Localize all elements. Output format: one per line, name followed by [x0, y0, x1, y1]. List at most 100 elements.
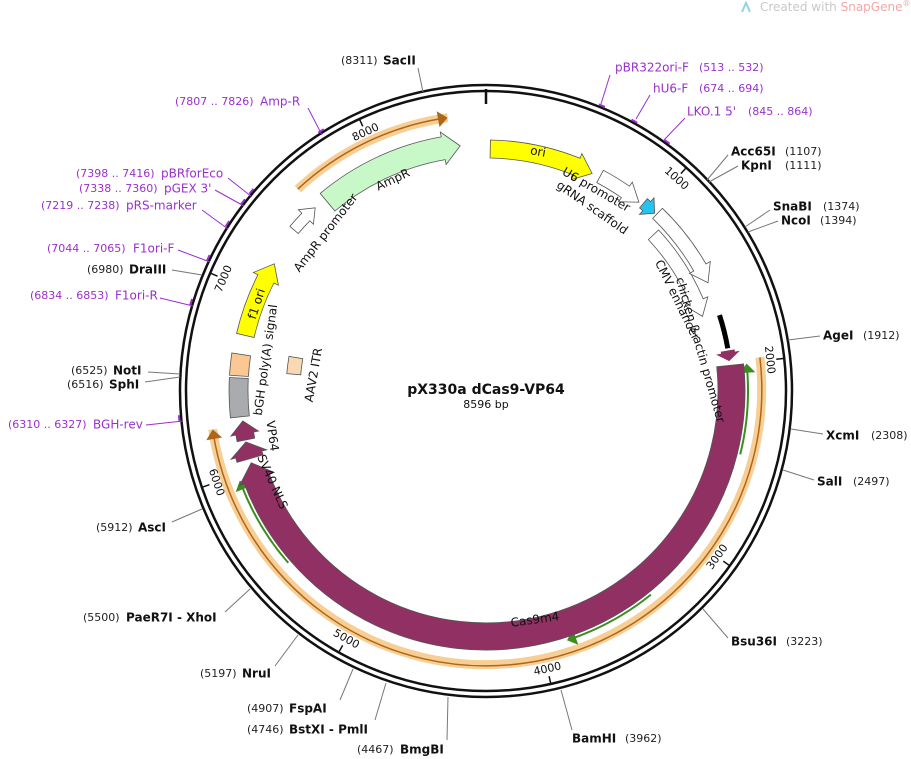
site-position: (3223) [786, 635, 823, 648]
site-name: AgeI [823, 329, 853, 343]
site-leader [147, 371, 181, 375]
site-leader [744, 209, 771, 228]
site-leader [790, 428, 824, 435]
primer-site [248, 188, 255, 195]
feature [319, 131, 461, 212]
site-name: SnaBI [773, 200, 812, 214]
site-name: BmgBI [400, 743, 444, 757]
bgh-cap [229, 352, 252, 377]
site-position: (1111) [785, 159, 822, 172]
tick-mark [548, 675, 552, 685]
site-leader [708, 165, 739, 183]
primer-range: (7338 .. 7360) [79, 182, 158, 195]
watermark: Created with SnapGene® [760, 0, 910, 14]
primer-leader [159, 297, 194, 307]
site-name: NotI [113, 364, 142, 378]
site-leader [782, 469, 815, 481]
site-name: NruI [242, 667, 271, 681]
primer-arrow [241, 486, 290, 564]
feature [286, 355, 304, 376]
feature-label: ori [529, 143, 547, 159]
site-position: (1394) [820, 214, 857, 227]
primer-name: BGH-rev [93, 418, 143, 432]
feature [489, 139, 593, 181]
tick-mark [209, 272, 218, 277]
site-leader [560, 689, 573, 731]
watermark-mark: ® [902, 0, 910, 8]
primer-name: F1ori-F [133, 242, 174, 256]
feature [638, 196, 656, 215]
primer-range: (6310 .. 6327) [8, 418, 87, 431]
primer-site [189, 298, 194, 306]
primer-leader [663, 117, 686, 141]
primer-site [663, 139, 671, 145]
site-position: (4467) [357, 743, 394, 756]
primer-name: pBRforEco [161, 167, 223, 181]
tick-mark [358, 118, 364, 127]
tick-mark [201, 484, 210, 488]
site-leader [224, 588, 251, 613]
feature-label: Cas9m4 [510, 609, 560, 630]
feature [652, 207, 711, 284]
site-position: (5197) [200, 667, 237, 680]
site-name: KpnI [741, 159, 772, 173]
primer-leader [227, 177, 253, 198]
primer-name: pRS-marker [126, 199, 197, 213]
watermark-prefix: Created with [760, 0, 837, 14]
primer-site [631, 118, 638, 124]
tick-mark [722, 560, 731, 567]
site-position: (1912) [863, 329, 900, 342]
primer-leader [201, 209, 229, 230]
site-name: Acc65I [731, 145, 776, 159]
primer-range: (7044 .. 7065) [47, 242, 126, 255]
primer-range: (7219 .. 7238) [41, 199, 120, 212]
feature [228, 377, 250, 419]
site-name: SphI [109, 378, 139, 392]
tick-mark [776, 357, 785, 361]
highlight-line [213, 357, 763, 667]
primer-leader [214, 189, 245, 207]
site-leader [171, 508, 203, 523]
primer-range: (674 .. 694) [699, 82, 764, 95]
tick-mark [680, 167, 687, 175]
tick-label: 4000 [532, 659, 562, 678]
site-leader [374, 682, 387, 721]
primer-site [598, 103, 606, 108]
primer-site [240, 198, 246, 206]
primer-range: (7807 .. 7826) [175, 95, 254, 108]
site-position: (5500) [83, 611, 120, 624]
primer-site [205, 254, 211, 262]
feature [647, 229, 709, 318]
primer-range: (7398 .. 7416) [76, 167, 155, 180]
primer-range: (845 .. 864) [748, 105, 813, 118]
site-position: (2497) [853, 475, 890, 488]
primer-leader [307, 107, 323, 136]
primer-site [224, 220, 231, 227]
feature [289, 207, 316, 235]
highlight-head [436, 111, 448, 128]
site-position: (4746) [247, 723, 284, 736]
feature-label: VP64 [263, 420, 281, 452]
primer-site [177, 415, 181, 422]
primer-name: hU6-F [653, 82, 688, 96]
site-name: DraIII [129, 263, 166, 277]
site-name: BamHI [572, 732, 616, 746]
primer-arrow [573, 593, 652, 639]
site-leader [339, 668, 354, 701]
site-name: SalI [817, 475, 842, 489]
primer-arrow [739, 370, 749, 455]
primer-arrow-head [567, 629, 579, 645]
primer-range: (513 .. 532) [699, 61, 764, 74]
site-position: (6980) [87, 263, 124, 276]
primer-range: (6834 .. 6853) [30, 289, 109, 302]
cas9-tip [716, 349, 740, 362]
site-leader [274, 634, 299, 667]
primer-arrow-head [235, 480, 251, 493]
site-position: (4907) [247, 702, 284, 715]
site-position: (1374) [823, 200, 860, 213]
primer-name: Amp-R [260, 95, 300, 109]
site-position: (3962) [625, 732, 662, 745]
site-name: PaeR7I - XhoI [126, 611, 217, 625]
black-bar [717, 314, 731, 349]
